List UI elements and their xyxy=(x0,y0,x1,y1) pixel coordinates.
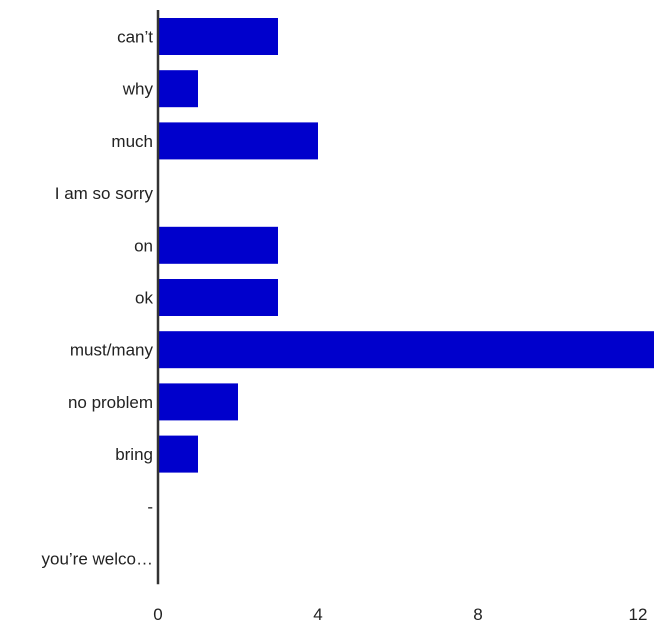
bar xyxy=(158,122,318,160)
category-label: - xyxy=(147,497,153,516)
bar xyxy=(158,70,198,108)
x-tick-label: 8 xyxy=(473,605,482,624)
bar xyxy=(158,279,278,316)
category-label: why xyxy=(122,80,154,99)
category-label: you’re welco… xyxy=(42,550,154,569)
category-label: on xyxy=(134,236,153,255)
category-labels: can’t why much I am so sorry on ok must/many no… xyxy=(42,28,154,569)
category-label: must/many xyxy=(70,341,154,360)
x-tick-label: 12 xyxy=(629,605,648,624)
bar xyxy=(158,18,278,55)
category-label: ok xyxy=(135,289,153,308)
bar xyxy=(158,226,278,264)
x-tick-labels: 0 4 8 12 xyxy=(153,605,647,624)
category-label: much xyxy=(111,132,153,151)
bar xyxy=(158,383,238,421)
category-label: no problem xyxy=(68,393,153,412)
category-label: bring xyxy=(115,445,153,464)
bars-group xyxy=(158,18,654,473)
x-tick-label: 0 xyxy=(153,605,162,624)
bar xyxy=(158,331,654,369)
bar xyxy=(158,435,198,473)
category-label: I am so sorry xyxy=(55,184,154,203)
category-label: can’t xyxy=(117,28,153,47)
x-tick-label: 4 xyxy=(313,605,322,624)
